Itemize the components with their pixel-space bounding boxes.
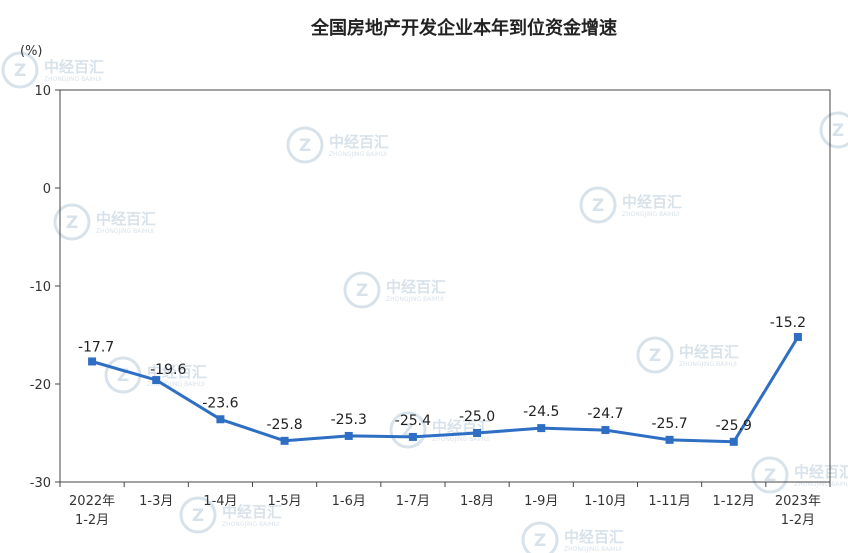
- y-tick-label: -20: [30, 378, 51, 393]
- data-points: [88, 332, 802, 446]
- data-point: [152, 376, 161, 385]
- data-point: [473, 429, 482, 437]
- chart-title: 全国房地产开发企业本年到位资金增速: [310, 17, 617, 39]
- svg-text:中经百汇: 中经百汇: [96, 210, 156, 228]
- data-point: [665, 435, 674, 444]
- y-tick-label: -30: [30, 476, 51, 491]
- x-tick-label: 1-8月: [460, 494, 494, 509]
- svg-text:Z: Z: [299, 136, 311, 156]
- data-label: -23.6: [202, 395, 238, 411]
- svg-text:Z: Z: [832, 121, 844, 141]
- x-tick-label: 2022年 1-2月: [69, 494, 115, 528]
- y-tick-label: 0: [43, 182, 51, 197]
- x-axis: 2022年 1-2月 1-3月 1-4月 1-5月 1-6月 1-7月 1-8月 1-9月 1-1…: [59, 482, 831, 528]
- y-axis-unit-label: (%): [20, 44, 43, 59]
- svg-text:Z: Z: [649, 346, 661, 366]
- y-axis: 10 0 -10 -20 -30: [30, 84, 60, 491]
- data-label: -17.7: [78, 339, 114, 355]
- svg-text:中经百汇: 中经百汇: [147, 363, 207, 381]
- data-point: [88, 357, 97, 366]
- svg-text:ZHONGJING BAIHUI: ZHONGJING BAIHUI: [222, 521, 280, 528]
- data-label: -25.9: [716, 418, 752, 434]
- data-label: -25.3: [331, 412, 367, 428]
- svg-text:ZHONGJING BAIHUI: ZHONGJING BAIHUI: [679, 361, 737, 368]
- x-tick-label: 2023年 1-2月: [775, 494, 821, 528]
- svg-text:ZHONGJING BAIHUI: ZHONGJING BAIHUI: [432, 436, 490, 443]
- data-labels: -17.7 -19.6 -23.6 -25.8 -25.3 -25.4 -25.0 -24.5…: [78, 315, 806, 434]
- svg-text:中经百汇: 中经百汇: [386, 278, 446, 296]
- x-tick-label: 1-10月: [584, 494, 627, 509]
- svg-text:Z: Z: [192, 506, 204, 526]
- data-point: [408, 432, 417, 441]
- data-label: -25.0: [459, 409, 495, 425]
- data-point: [537, 424, 546, 433]
- svg-text:ZHONGJING BAIHUI: ZHONGJING BAIHUI: [44, 76, 102, 83]
- svg-text:ZHONGJING BAIHUI: ZHONGJING BAIHUI: [386, 296, 444, 303]
- svg-text:ZHONGJING BAIHUI: ZHONGJING BAIHUI: [147, 381, 205, 388]
- svg-text:中经百汇: 中经百汇: [222, 503, 282, 521]
- data-point: [216, 415, 225, 424]
- x-tick-label: 1-3月: [139, 494, 173, 509]
- data-point: [601, 426, 610, 435]
- x-tick-label: 1-4月: [203, 494, 237, 509]
- svg-text:中经百汇: 中经百汇: [44, 58, 104, 76]
- x-tick-label: 1-12月: [712, 494, 755, 509]
- x-tick-label: 1-6月: [332, 494, 366, 509]
- data-label: -25.4: [395, 413, 431, 429]
- data-point: [344, 431, 353, 440]
- svg-text:ZHONGJING BAIHUI: ZHONGJING BAIHUI: [564, 546, 622, 553]
- svg-text:中经百汇: 中经百汇: [794, 463, 848, 481]
- svg-text:中经百汇: 中经百汇: [329, 133, 389, 151]
- data-point: [280, 436, 289, 445]
- data-label: -25.7: [651, 416, 687, 432]
- data-label: -24.5: [523, 404, 559, 420]
- svg-text:ZHONGJING BAIHUI: ZHONGJING BAIHUI: [794, 481, 848, 488]
- svg-text:ZHONGJING BAIHUI: ZHONGJING BAIHUI: [96, 228, 154, 235]
- svg-text:Z: Z: [356, 281, 368, 301]
- svg-text:中经百汇: 中经百汇: [679, 343, 739, 361]
- x-tick-label: 1-9月: [524, 494, 558, 509]
- x-tick-label: 1-5月: [267, 494, 301, 509]
- y-tick-label: 10: [34, 84, 51, 99]
- data-label: -19.6: [150, 362, 186, 378]
- series-line: [91, 336, 800, 444]
- svg-text:Z: Z: [592, 196, 604, 216]
- svg-text:中经百汇: 中经百汇: [622, 193, 682, 211]
- svg-text:Z: Z: [764, 466, 776, 486]
- data-label: -15.2: [770, 315, 806, 331]
- data-label: -25.8: [266, 417, 302, 433]
- svg-text:中经百汇: 中经百汇: [564, 528, 624, 546]
- svg-text:Z: Z: [66, 213, 78, 233]
- y-tick-label: -10: [30, 280, 51, 295]
- data-label: -24.7: [587, 406, 623, 422]
- x-tick-label: 1-7月: [396, 494, 430, 509]
- x-tick-label: 1-11月: [648, 494, 691, 509]
- svg-text:ZHONGJING BAIHUI: ZHONGJING BAIHUI: [329, 151, 387, 158]
- data-point: [729, 437, 738, 446]
- svg-text:ZHONGJING BAIHUI: ZHONGJING BAIHUI: [622, 211, 680, 218]
- svg-text:Z: Z: [534, 531, 546, 551]
- svg-text:Z: Z: [14, 61, 26, 81]
- data-point: [793, 332, 802, 341]
